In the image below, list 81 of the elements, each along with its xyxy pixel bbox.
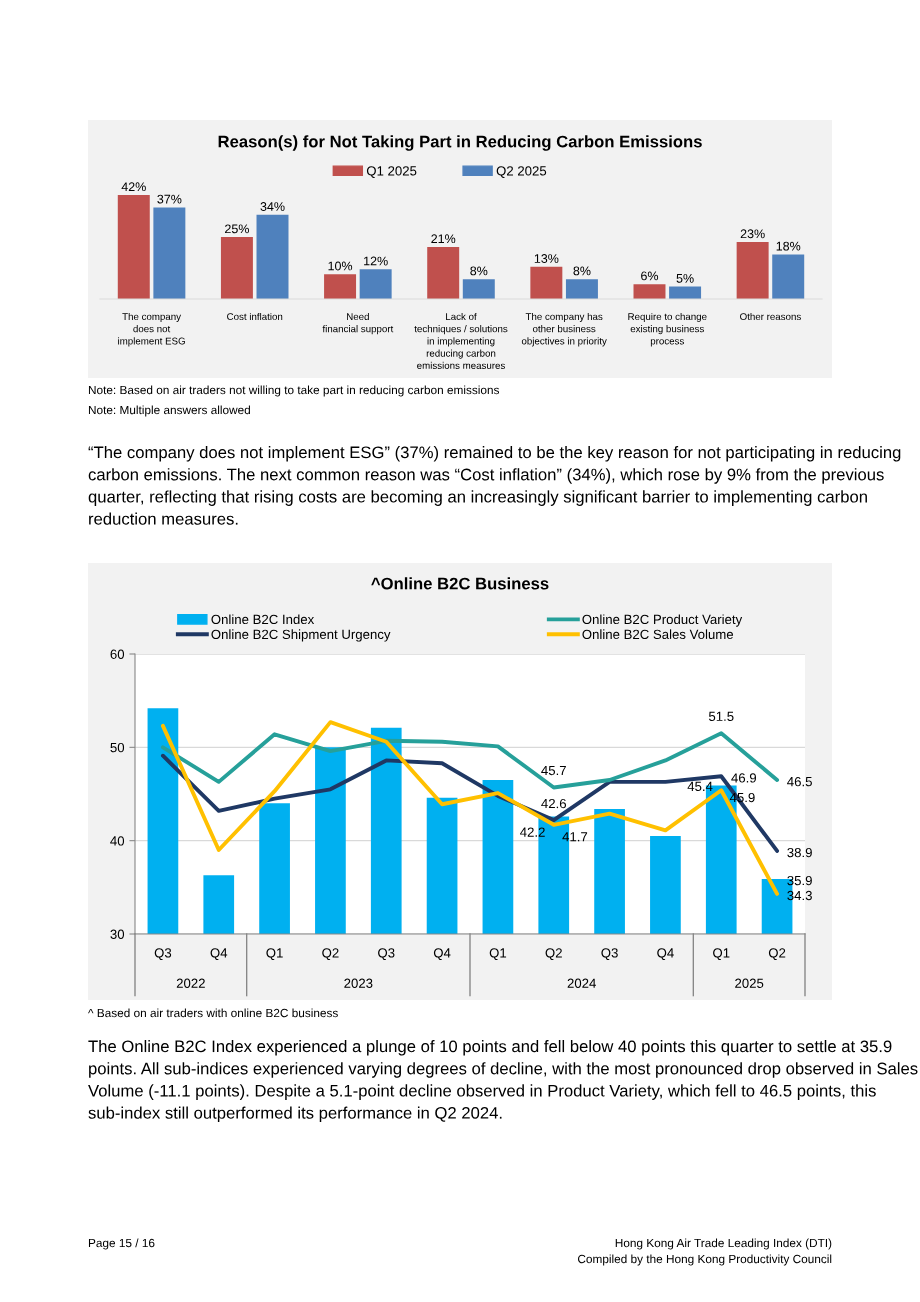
bar [153,207,186,299]
data-label: 42% [121,182,146,192]
legend-label: Q1 2025 [366,166,417,178]
bar [220,237,253,299]
text: “The company does not implement ESG” (37%) remained to be the key reason for not participating in reducing carbon emissions. The next common reason was “Cost inflation” (34%), which rose by 9% from the previous quarter, reflecting that rising costs are becoming an increasingly significant barrier to implementing carbon reduction measures. [88,446,901,525]
data-label: 18% [776,241,801,251]
x-tick-label: Q3 [601,948,618,960]
legend-label: Online B2C Sales Volume [582,629,734,640]
text: ^ Based on air traders with online B2C business [88,1008,338,1018]
text: Page 15 / 16 [88,1238,155,1250]
x-tick-label: Cost inflation [227,312,283,321]
bar [324,274,357,299]
x-tick-label: Q4 [433,948,451,960]
bar [462,279,495,299]
x-tick-label: Q1 [713,948,730,960]
legend-label: Online B2C Product Variety [582,614,743,627]
x-tick-label: Q2 [545,948,562,960]
bar [736,242,769,299]
x-tick-label: Lack of techniques / solutions in implementing reducing carbon emissions measures [414,312,508,369]
text: Note: Based on air traders not willing to take part in reducing carbon emissions [88,385,500,397]
bar [256,214,289,299]
data-label: 6% [641,271,659,281]
data-label: 13% [534,254,559,263]
data-label: 35.9 [787,875,812,886]
x-tick-label: Q2 [768,948,786,960]
bar [359,269,392,299]
text: Compiled by the Hong Kong Productivity Council [578,1254,832,1266]
y-tick-label: 50 [110,742,125,753]
data-label: 38.9 [787,847,812,858]
y-tick-label: 40 [110,836,125,846]
data-label: 51.5 [708,711,734,721]
x-tick-label: Q3 [154,948,172,960]
text: Hong Kong Air Trade Leading Index (DTI) [615,1238,832,1250]
data-label: 21% [431,234,456,244]
data-label: 37% [157,194,182,204]
text: 2023 [344,978,373,988]
bar [427,247,460,299]
bar [633,284,666,299]
data-label: 25% [225,224,249,234]
x-tick-label: Need financial support [322,312,394,335]
bar [530,266,563,299]
data-label: 46.5 [787,776,812,787]
text: 2022 [176,978,205,988]
bar [772,254,805,299]
x-tick-label: Other reasons [740,312,801,321]
data-label: 34% [260,202,285,211]
legend-label: Online B2C Index [211,614,315,625]
data-label: 45.4 [687,781,713,792]
data-label: 46.9 [731,773,757,783]
x-tick-label: The company does not implement ESG [118,312,185,347]
data-label: 10% [328,261,353,271]
data-label: 42.6 [541,798,567,809]
chart-title: ^Online B2C Business [371,577,549,590]
line-series [160,720,780,896]
data-label: 5% [676,273,694,283]
x-tick-label: Q1 [489,948,507,960]
y-tick-label: 30 [110,929,125,939]
data-label: 8% [470,266,488,276]
legend-label: Online B2C Shipment Urgency [211,629,391,642]
text: Note: Multiple answers allowed [88,405,250,417]
text: 2025 [735,978,764,988]
text: 2024 [567,978,596,988]
x-tick-label: Require to change existing business process [628,312,707,347]
data-label: 12% [364,256,388,266]
bar [565,279,598,299]
text: The Online B2C Index experienced a plunge of 10 points and fell below 40 points this quarter to settle at 35.9 points. All sub-indices experienced varying degrees of decline, with the most pronounced drop observed in Sales Volume (-11.1 points). Despite a 5.1-point decline observed in Product Variety, which fell to 46.5 points, this sub-index still outperformed its performance in Q2 2024. [88,1040,918,1123]
data-label: 8% [573,266,591,276]
chart-title: Reason(s) for Not Taking Part in Reducing Carbon Emissions [218,135,702,151]
legend-label: Q2 2025 [496,166,547,178]
y-tick-label: 60 [110,649,125,659]
x-tick-label: Q4 [210,948,228,960]
bar [117,195,150,299]
x-tick-label: Q3 [378,948,395,960]
x-tick-label: Q4 [657,948,674,960]
data-label: 45.7 [541,765,566,776]
line-series [160,731,780,790]
line-series [160,753,780,853]
x-tick-label: Q1 [266,948,283,960]
x-tick-label: The company has other business objectives in priority [521,312,607,347]
x-tick-label: Q2 [322,948,339,960]
data-label: 23% [740,229,765,239]
